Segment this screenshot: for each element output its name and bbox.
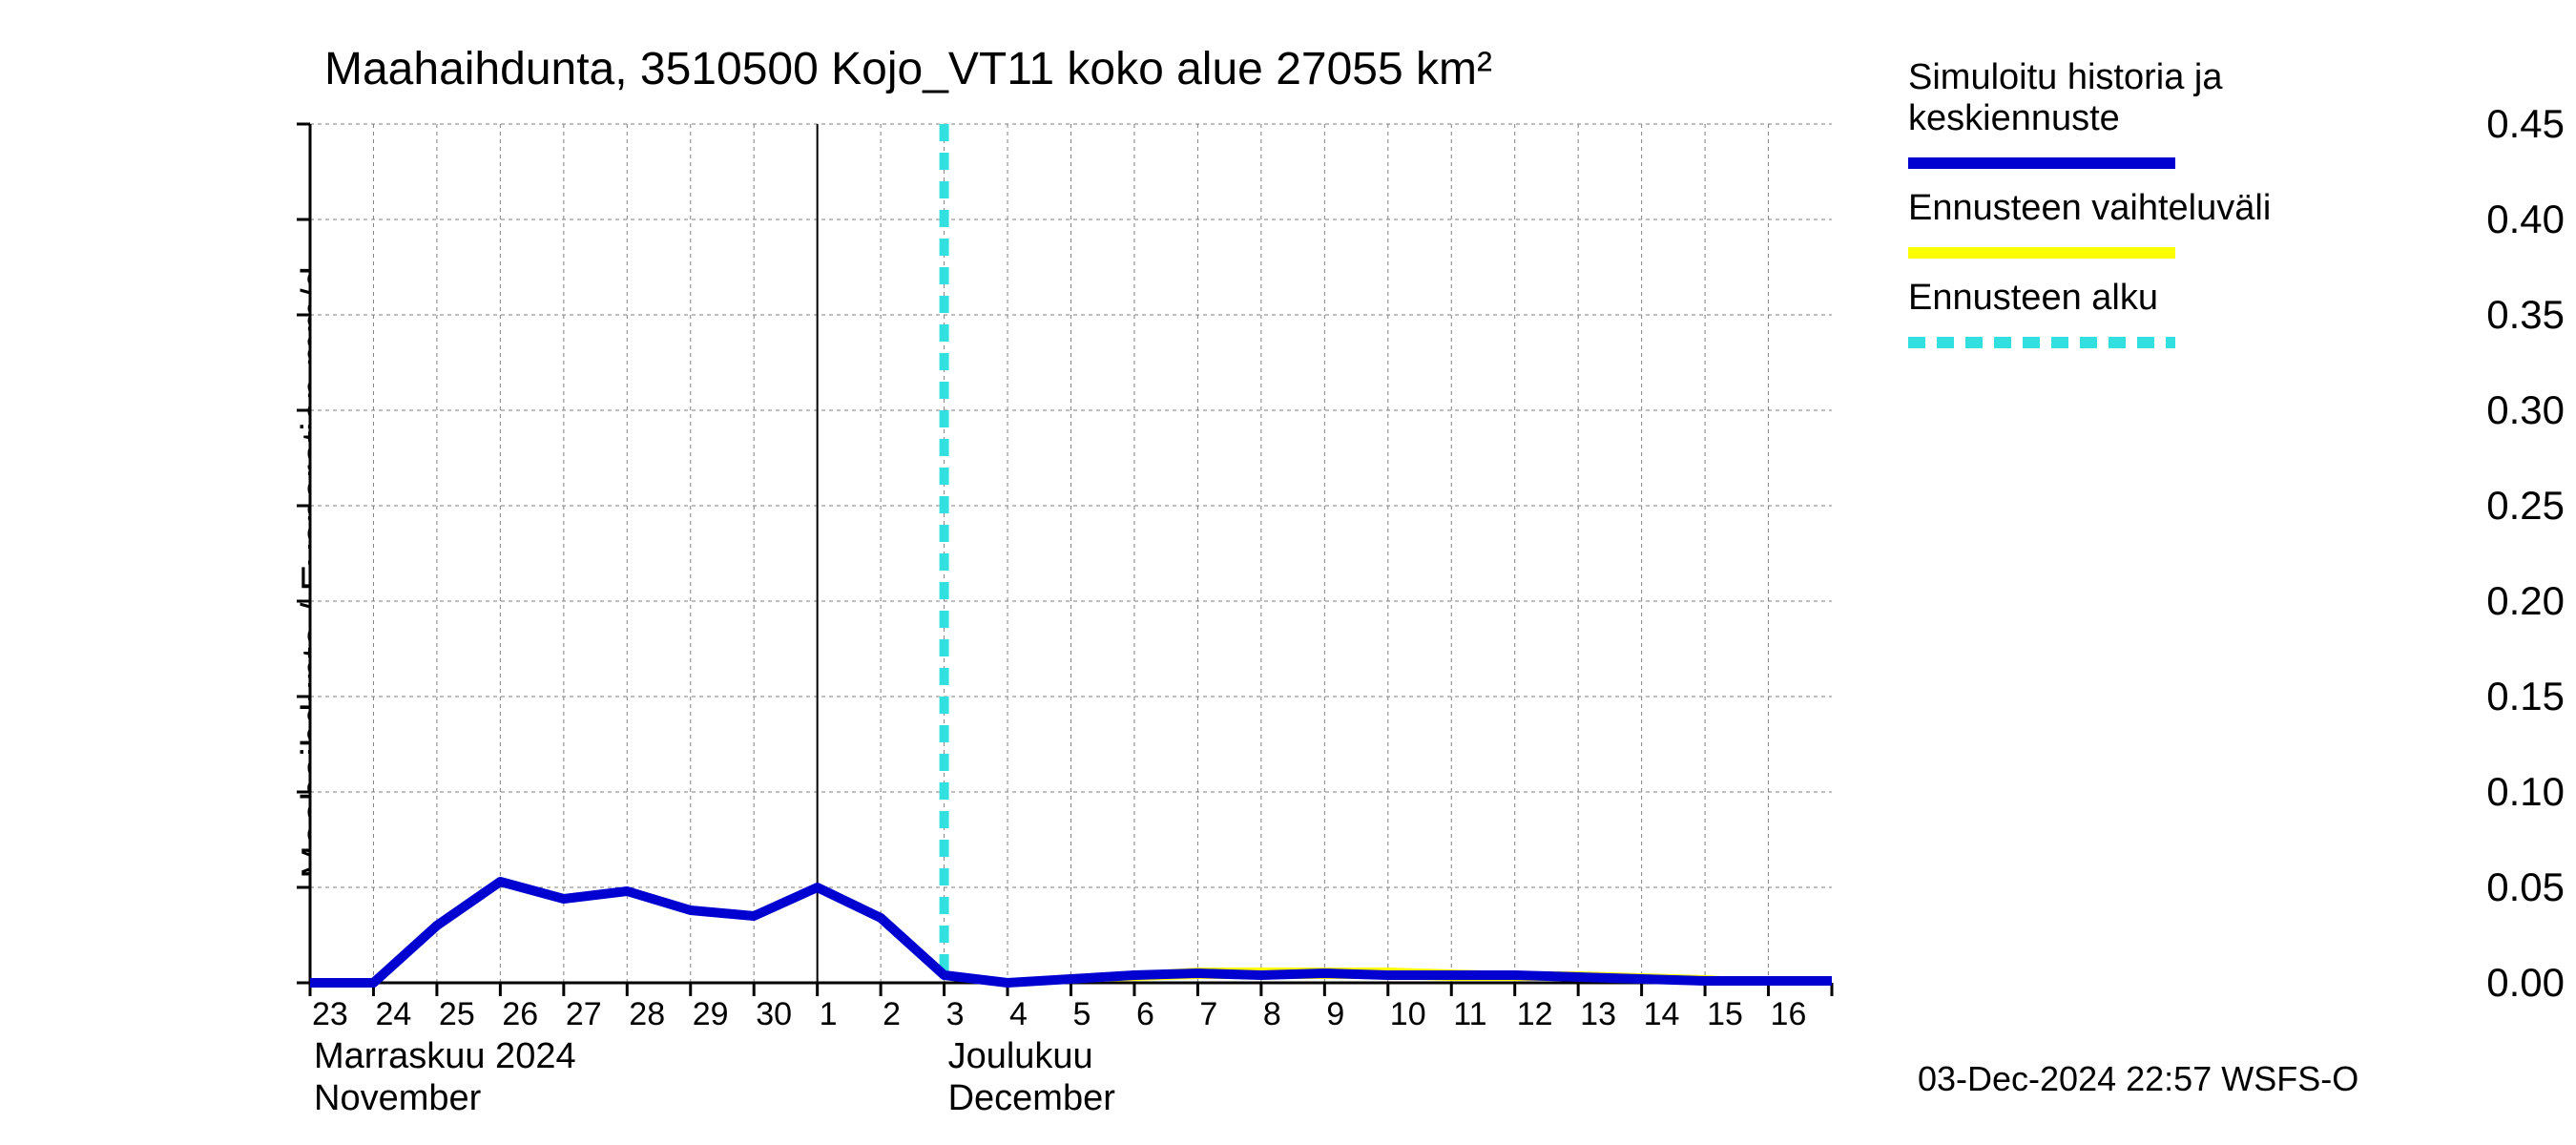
y-tick-label: 0.10 [2264,769,2576,815]
x-tick-label: 27 [566,996,602,1033]
legend-entry: Ennusteen vaihteluväli [1908,188,2271,270]
x-tick-label: 29 [693,996,729,1033]
x-month-label: Joulukuu [948,1036,1093,1077]
legend-entry: Simuloitu historia jakeskiennuste [1908,57,2271,180]
x-tick-label: 13 [1580,996,1616,1033]
y-tick-label: 0.40 [2264,197,2576,242]
x-tick-label: 10 [1390,996,1426,1033]
x-tick-label: 7 [1199,996,1217,1033]
x-tick-label: 26 [502,996,538,1033]
legend-entry: Ennusteen alku [1908,278,2271,360]
legend-swatch [1908,245,2175,260]
x-month-label: December [948,1078,1115,1119]
y-tick-label: 0.05 [2264,864,2576,910]
x-month-label: Marraskuu 2024 [314,1036,576,1077]
x-tick-label: 4 [1009,996,1028,1033]
y-tick-label: 0.35 [2264,292,2576,338]
x-tick-label: 3 [946,996,965,1033]
x-tick-label: 28 [629,996,665,1033]
x-tick-label: 12 [1517,996,1553,1033]
legend-swatch [1908,156,2175,171]
plot-area [310,124,1832,983]
legend: Simuloitu historia jakeskiennuste Ennuste… [1908,57,2271,367]
x-tick-label: 6 [1136,996,1154,1033]
legend-label: Ennusteen vaihteluväli [1908,188,2271,229]
chart-container: Maahaihdunta / Evaporation mm/d Maahaihd… [0,0,2576,1145]
x-tick-label: 5 [1073,996,1091,1033]
legend-swatch [1908,335,2175,350]
y-tick-label: 0.45 [2264,101,2576,147]
legend-label: keskiennuste [1908,98,2271,139]
chart-title: Maahaihdunta, 3510500 Kojo_VT11 koko alu… [324,43,1492,95]
y-tick-label: 0.00 [2264,960,2576,1006]
legend-label: Ennusteen alku [1908,278,2271,319]
x-tick-label: 15 [1707,996,1743,1033]
y-tick-label: 0.30 [2264,387,2576,433]
x-tick-label: 30 [756,996,792,1033]
y-tick-label: 0.20 [2264,578,2576,624]
y-tick-label: 0.15 [2264,674,2576,719]
x-tick-label: 11 [1453,996,1486,1033]
x-tick-label: 16 [1771,996,1807,1033]
legend-label: Simuloitu historia ja [1908,57,2271,98]
x-tick-label: 24 [375,996,411,1033]
y-tick-label: 0.25 [2264,483,2576,529]
x-tick-label: 8 [1263,996,1281,1033]
x-tick-label: 9 [1326,996,1344,1033]
x-tick-label: 2 [883,996,901,1033]
footer-timestamp: 03-Dec-2024 22:57 WSFS-O [1918,1059,2358,1099]
x-month-label: November [314,1078,481,1119]
x-tick-label: 1 [820,996,838,1033]
x-tick-label: 14 [1644,996,1680,1033]
x-tick-label: 25 [439,996,475,1033]
x-tick-label: 23 [312,996,348,1033]
